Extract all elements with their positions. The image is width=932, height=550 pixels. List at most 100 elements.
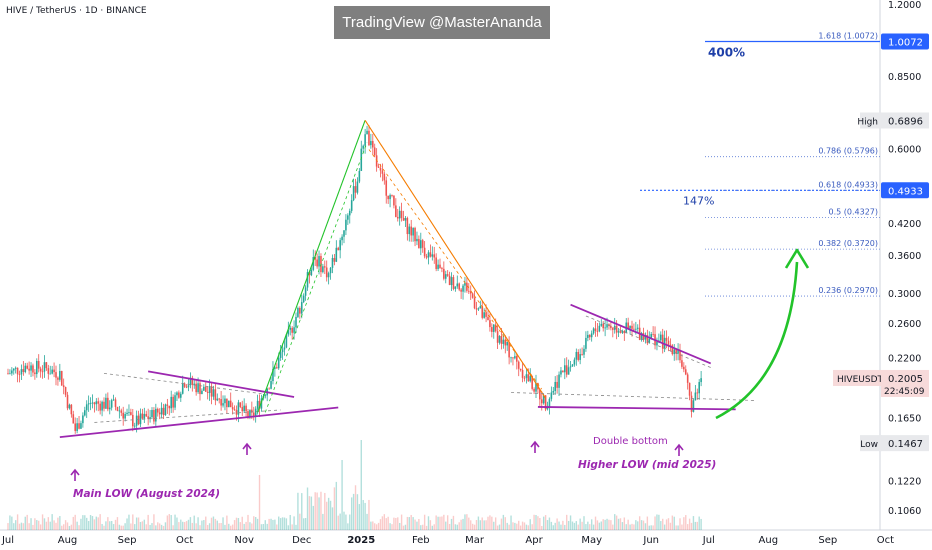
candle-body — [155, 408, 157, 422]
volume-bar — [498, 524, 501, 530]
candle — [53, 362, 55, 378]
x-tick-label: Dec — [292, 535, 311, 546]
green-arrow-head — [784, 248, 810, 269]
volume-series — [7, 440, 702, 530]
candle — [469, 285, 472, 300]
candle-body — [683, 366, 685, 370]
volume-bar — [462, 518, 464, 530]
candle — [20, 364, 23, 380]
candle — [166, 398, 169, 414]
volume-bar — [308, 496, 311, 530]
candle — [289, 325, 292, 336]
candle — [623, 329, 626, 341]
candle — [306, 269, 309, 291]
volume-bar — [460, 519, 462, 530]
candle — [297, 306, 299, 319]
volume-bar — [377, 522, 380, 530]
volume-bar — [82, 515, 84, 530]
candle — [212, 385, 215, 400]
candle — [151, 407, 153, 420]
candle — [185, 384, 188, 389]
volume-bar — [149, 524, 151, 530]
candle-body — [694, 392, 697, 401]
candle — [302, 293, 305, 304]
volume-bar — [241, 516, 243, 530]
candle — [389, 193, 391, 208]
volume-bar — [589, 524, 591, 530]
candle — [683, 362, 685, 373]
candle — [41, 365, 44, 379]
volume-bar — [395, 517, 397, 530]
candle — [11, 367, 13, 376]
candle-body — [156, 408, 159, 413]
candle-body — [492, 324, 495, 332]
candle — [675, 347, 677, 361]
candle-body — [623, 331, 626, 334]
volume-bar — [195, 523, 197, 530]
candle-body — [396, 216, 399, 219]
volume-bar — [285, 518, 288, 530]
candle-body — [487, 316, 489, 321]
volume-bar — [289, 514, 291, 530]
candle — [325, 260, 328, 282]
candle — [481, 301, 484, 320]
candle — [16, 367, 19, 383]
volume-bar — [231, 524, 234, 530]
volume-bar — [128, 514, 130, 530]
candle — [410, 219, 412, 242]
fib-level-label: 0.382 (0.3720) — [818, 239, 878, 248]
candle-body — [418, 238, 420, 249]
candle-body — [656, 341, 658, 346]
volume-bar — [107, 517, 109, 530]
candle — [116, 406, 119, 412]
volume-bar — [253, 516, 255, 530]
purple-up-arrow-icon — [674, 443, 684, 456]
candle-body — [556, 381, 558, 388]
candle — [108, 400, 111, 415]
x-tick-label: Sep — [818, 535, 837, 546]
candle-body — [283, 347, 286, 350]
candle-body — [60, 371, 63, 386]
volume-bar — [341, 460, 343, 530]
candle-body — [567, 367, 570, 375]
candle-body — [176, 392, 178, 396]
candle — [216, 393, 219, 402]
percent-label: 147% — [683, 194, 714, 207]
candle-body — [410, 226, 412, 236]
candle-body — [228, 400, 230, 408]
candle-body — [644, 335, 647, 340]
candle — [677, 343, 679, 361]
candle — [368, 125, 370, 147]
candle-body — [224, 398, 226, 404]
volume-bar — [527, 525, 530, 530]
candle-body — [22, 369, 25, 373]
candle — [233, 405, 236, 411]
volume-bar — [66, 522, 69, 530]
symbol-header[interactable]: HIVE / TetherUS · 1D · BINANCE — [6, 6, 147, 16]
candle — [514, 351, 516, 360]
candle-body — [456, 283, 459, 287]
candle-body — [243, 405, 245, 412]
candle — [517, 360, 520, 377]
candle — [337, 246, 340, 251]
candle — [696, 388, 699, 400]
volume-bar — [690, 522, 693, 530]
candle — [274, 366, 276, 377]
volume-bar — [470, 520, 472, 530]
main-low-label: Main LOW (August 2024) — [73, 488, 220, 500]
candle-body — [187, 385, 190, 388]
volume-bar — [506, 522, 508, 530]
candle — [402, 210, 405, 221]
x-tick-label: Nov — [234, 535, 254, 546]
volume-bar — [339, 513, 341, 530]
candle-body — [287, 329, 290, 335]
candle-body — [14, 367, 17, 369]
volume-bar — [692, 516, 695, 530]
candle-body — [145, 413, 148, 417]
candle-body — [646, 335, 649, 344]
candle — [45, 361, 48, 371]
candle-body — [74, 423, 76, 432]
volume-bar — [556, 518, 558, 530]
candle — [564, 358, 566, 380]
